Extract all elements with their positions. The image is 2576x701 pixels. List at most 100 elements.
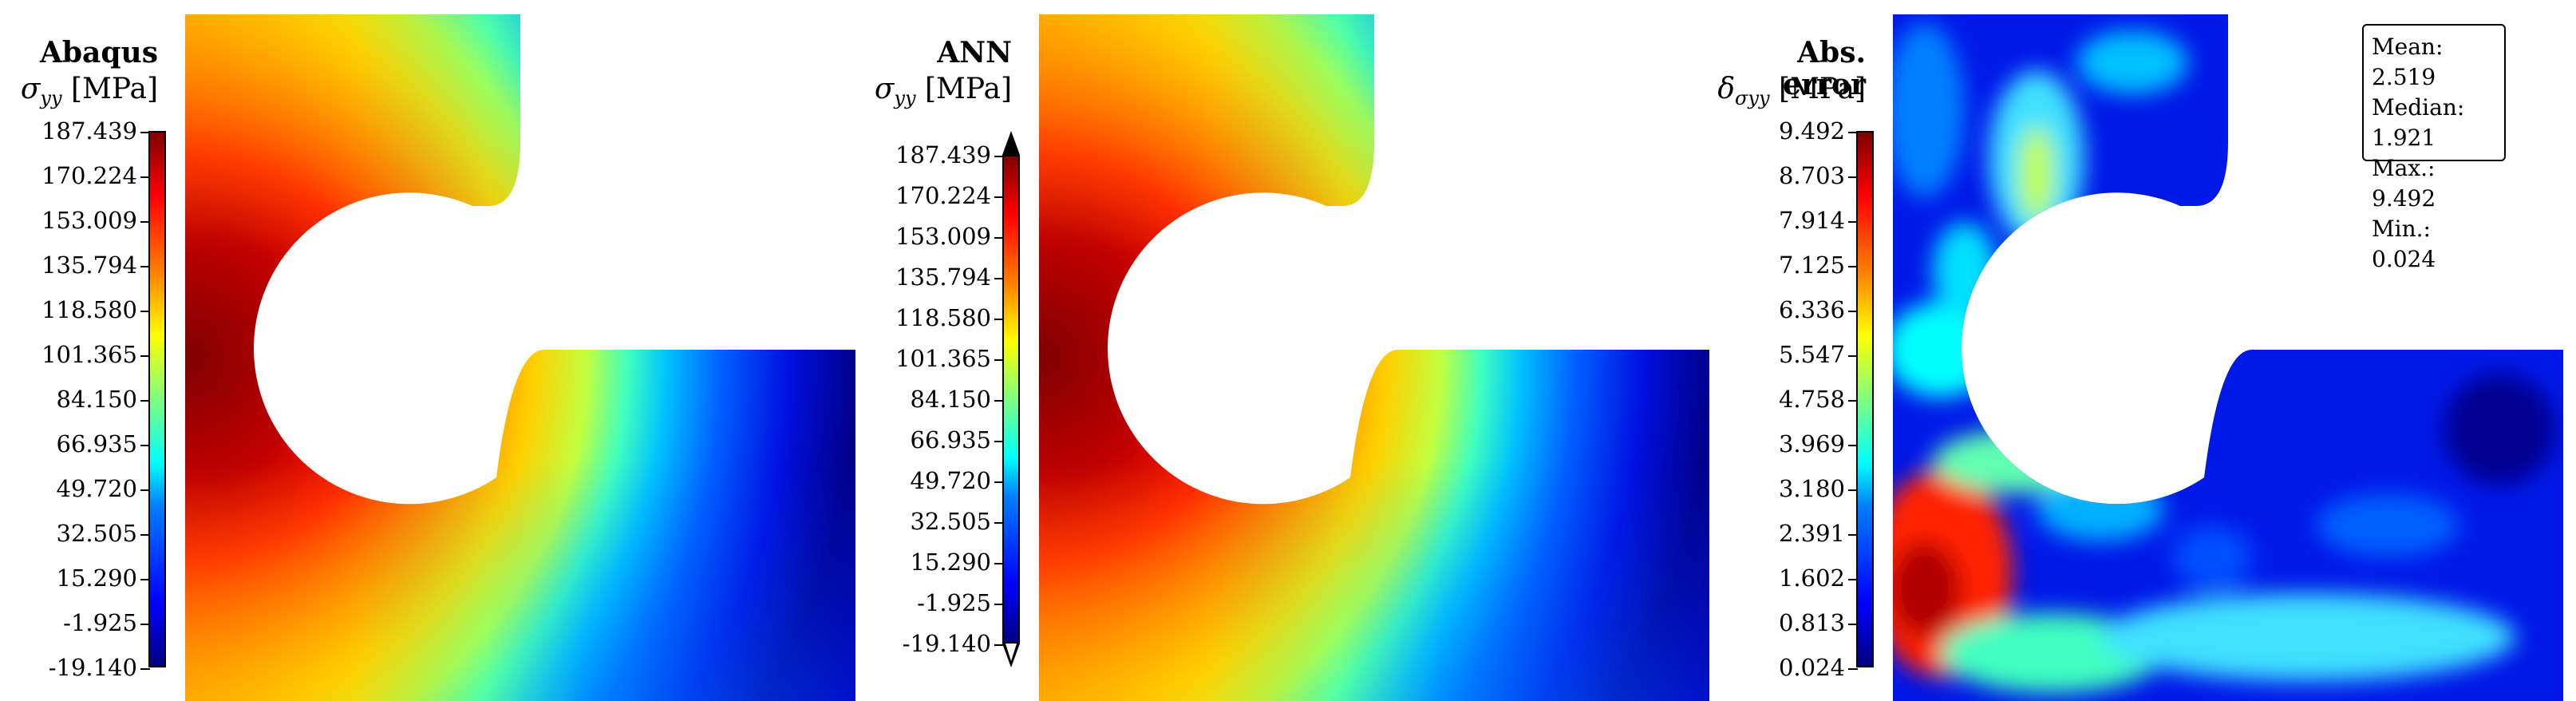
colorbar-tick-mark [1848,176,1858,178]
colorbar-tick-label: 153.009 [41,207,137,234]
colorbar-tick-label: 32.505 [56,520,137,547]
colorbar-tick-mark [994,359,1004,361]
colorbar-tick-label: 170.224 [895,182,991,209]
colorbar-tick-label: 118.580 [895,304,991,331]
quantity-symbol: σ [20,73,41,105]
colorbar-tick-mark [140,311,150,312]
colorbar-tick-mark [140,221,150,223]
quantity-unit: [MPa] [1778,73,1866,105]
colorbar-tick-mark [994,604,1004,605]
panel-abs-error: Abs. error δσyy [MPa] 9.492 8.703 7.914 7.1… [1708,0,2576,701]
panel-ann: ANN σyy [MPa] 187.439 170.224 153.009 135.7… [854,0,1709,701]
stats-max: Max.: 9.492 [2372,155,2436,212]
colorbar-tick-mark [140,176,150,178]
colorbar-tick-label: 9.492 [1778,117,1845,145]
colorbar-tick-mark [1848,579,1858,580]
colorbar-tick-label: -1.925 [63,609,137,636]
quantity-label: σyy [MPa] [854,73,1012,114]
colorbar-tick-label: 4.758 [1778,386,1845,413]
colorbar-tick-label: 187.439 [895,141,991,168]
colorbar-tick-label: 6.336 [1778,296,1845,323]
colorbar-tick-label: 101.365 [41,341,137,368]
colorbar-tick-label: 49.720 [56,475,137,502]
colorbar-tick-mark [140,132,150,133]
colorbar-tick-label: 15.290 [56,564,137,592]
colorbar-ticks: 187.439 170.224 153.009 135.794 118.580 101.3… [854,0,991,701]
colorbar-tick-mark [140,355,150,357]
colorbar-tick-mark [1848,221,1858,223]
colorbar-tick-label: 84.150 [910,386,991,413]
colorbar-tick-label: -19.140 [902,630,991,657]
quantity-unit: [MPa] [924,73,1012,105]
colorbar-tick-label: 8.703 [1778,162,1845,189]
colorbar-tick-mark [140,489,150,491]
panel-title: ANN [937,36,1012,69]
colorbar-tick-label: 49.720 [910,467,991,494]
colorbar-tick-label: 15.290 [910,549,991,576]
colorbar-tick-mark [140,624,150,625]
colorbar-tick-mark [1848,355,1858,357]
colorbar-tick-mark [994,644,1004,646]
colorbar-tick-mark [1848,534,1858,536]
colorbar-tick-label: 153.009 [895,223,991,250]
quantity-symbol: σ [874,73,895,105]
colorbar-tick-mark [140,400,150,402]
colorbar-tick-mark [1848,445,1858,446]
colorbar-ticks: 187.439 170.224 153.009 135.794 118.580 101.3… [0,0,137,701]
panel-title: Abaqus [39,36,158,69]
quantity-unit: [MPa] [70,73,158,105]
colorbar-tick-label: 66.935 [910,426,991,453]
colorbar-tick-mark [140,266,150,267]
quantity-subscript: yy [894,87,916,110]
colorbar-tick-mark [1848,489,1858,491]
colorbar-tick-mark [994,481,1004,483]
colorbar-tick-mark [1848,132,1858,133]
colorbar-tick-label: 187.439 [41,117,137,145]
colorbar-tick-label: 7.125 [1778,251,1845,279]
colorbar-tick-mark [994,522,1004,524]
colorbar-tick-mark [994,156,1004,157]
stats-mean: Mean: 2.519 [2372,34,2444,90]
colorbar-tick-label: 101.365 [895,345,991,372]
colorbar-tick-mark [994,319,1004,320]
colorbar [1848,131,1874,670]
stats-box: Mean: 2.519 Median: 1.921 Max.: 9.492 Mi… [2362,24,2506,272]
quantity-label: δσyy [MPa] [1708,73,1866,114]
colorbar-tick-label: 7.914 [1778,207,1845,234]
colorbar-tick-label: -1.925 [917,589,991,616]
quantity-subscript: σyy [1735,87,1770,110]
colorbar-tick-label: 135.794 [895,263,991,291]
colorbar-tick-label: 3.969 [1778,430,1845,457]
colorbar-tick-mark [140,445,150,446]
colorbar-tick-mark [1848,624,1858,625]
stress-field-abaqus [185,14,855,701]
panel-abaqus: Abaqus σyy [MPa] 187.439 170.224 153.009 13… [0,0,855,701]
quantity-subscript: yy [40,87,62,110]
colorbar-tick-mark [994,563,1004,564]
colorbar-tick-label: 170.224 [41,162,137,189]
colorbar-tick-mark [140,534,150,536]
colorbar-tick-mark [140,579,150,580]
colorbar-tick-mark [1848,668,1858,670]
colorbar-tick-label: 32.505 [910,508,991,535]
colorbar-ticks: 9.492 8.703 7.914 7.125 6.336 5.547 4.758 3.969… [1708,0,1845,701]
stats-min: Min.: 0.024 [2372,216,2436,272]
colorbar-tick-label: 118.580 [41,296,137,323]
colorbar-tick-mark [994,400,1004,402]
colorbar-tick-label: 5.547 [1778,341,1845,368]
colorbar-tick-mark [994,196,1004,198]
colorbar-tick-mark [994,278,1004,279]
colorbar-tick-label: -19.140 [48,654,137,681]
colorbar [140,131,166,670]
colorbar-tick-label: 0.024 [1778,654,1845,681]
colorbar-tick-label: 66.935 [56,430,137,457]
colorbar-tick-mark [994,237,1004,239]
colorbar-tick-label: 3.180 [1778,475,1845,502]
stats-median: Median: 1.921 [2372,94,2465,151]
colorbar-extend-top-arrow [1002,131,1020,155]
colorbar-tick-mark [1848,311,1858,312]
colorbar-tick-mark [140,668,150,670]
panel-title: Abs. error [1783,36,1866,101]
colorbar [994,155,1020,646]
colorbar-tick-label: 135.794 [41,251,137,279]
